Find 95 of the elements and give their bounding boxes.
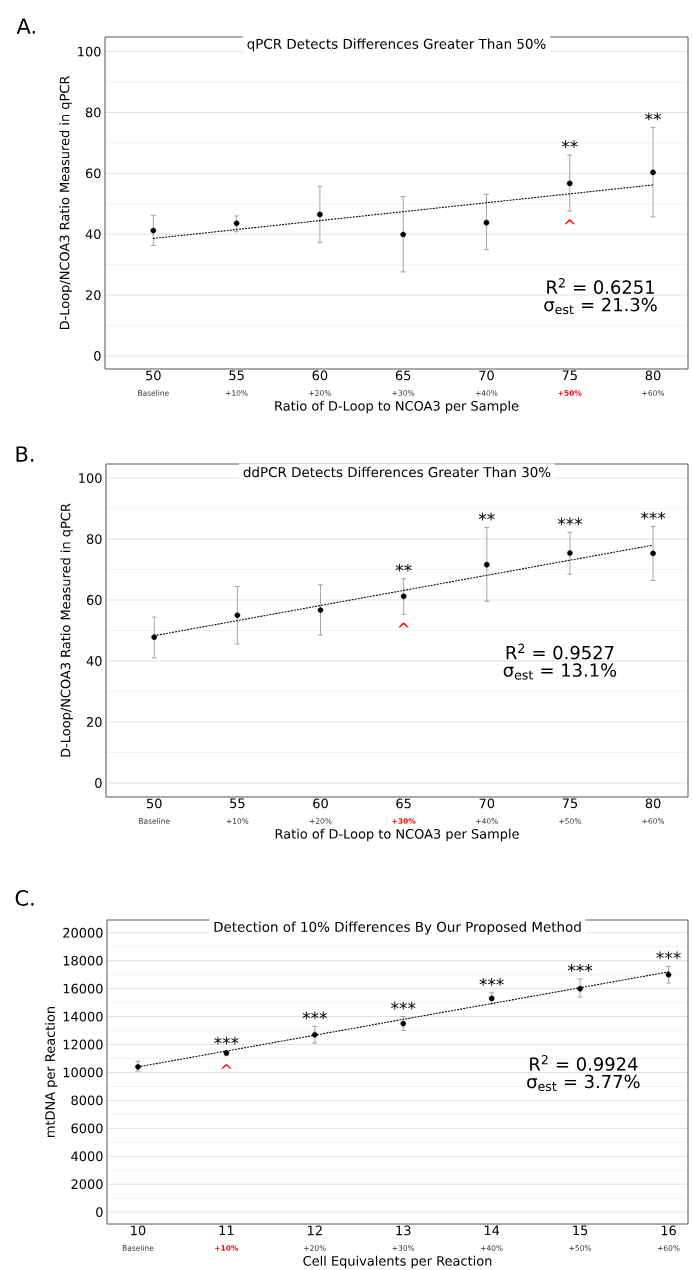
y-tick-label: 40 (85, 229, 101, 240)
x-tick-label: 70 (479, 370, 494, 381)
point (400, 231, 406, 238)
annotation: R$^{2}$ = 0.9527 (506, 643, 614, 660)
chart-title: ddPCR Detects Differences Greater Than 30% (243, 466, 551, 478)
x-tick-label: 75 (562, 798, 578, 809)
y-tick-label: 12000 (63, 1039, 103, 1050)
x-tick-label: 14 (484, 1225, 500, 1235)
chart-title: qPCR Detects Differences Greater Than 50% (247, 38, 546, 52)
x-tick-label: 75 (562, 370, 577, 381)
y-tick-label: 100 (78, 46, 101, 57)
x-axis-title: Ratio of D-Loop to NCOA3 per Sample (275, 828, 519, 842)
point (665, 971, 672, 978)
annotation: ^ (398, 622, 409, 628)
y-tick-label: 6000 (71, 1123, 103, 1134)
point (400, 593, 407, 600)
annotation: ^ (221, 1064, 232, 1069)
x-tick-label: 65 (395, 370, 411, 381)
annotation: *** (567, 964, 593, 972)
annotation: *** (640, 511, 666, 520)
x-axis-title: Cell Equivalents per Reaction (303, 1255, 492, 1269)
point (234, 612, 241, 619)
point (650, 169, 656, 176)
x-tick-label: 13 (396, 1225, 411, 1236)
y-tick-label: 18000 (63, 955, 103, 966)
point (317, 607, 324, 613)
x-tick-label: 55 (230, 798, 245, 809)
x-tick-label: 16 (661, 1225, 676, 1236)
x-tick-label: 11 (219, 1225, 234, 1235)
x-axis-title: Ratio of D-Loop to NCOA3 per Sample (275, 400, 519, 414)
x-tick-label: 12 (308, 1225, 322, 1236)
y-tick-label: 0 (94, 351, 101, 361)
x-tick-label: 15 (573, 1225, 588, 1236)
y-tick-label: 0 (96, 1207, 103, 1218)
annotation: *** (557, 517, 583, 526)
annotation: ** (478, 512, 495, 521)
point (317, 211, 323, 218)
annotation: R$^{2}$ = 0.9924 (530, 1054, 638, 1071)
point (233, 220, 240, 227)
y-tick-label: 40 (86, 656, 102, 666)
y-tick-label: 60 (85, 168, 101, 179)
y-tick-label: 8000 (71, 1095, 103, 1106)
x-tick-label: 65 (396, 798, 411, 809)
y-axis-title: D-Loop/NCOA3 Ratio Measured in qPCR (60, 503, 73, 757)
point (650, 550, 656, 557)
x-tick-label: 60 (313, 798, 328, 809)
y-axis-title: mtDNA per Reaction (44, 1007, 58, 1137)
y-tick-label: 0 (95, 778, 102, 788)
y-tick-label: 20000 (63, 927, 103, 938)
x-tick-label: 70 (479, 798, 495, 809)
annotation: σ$_{est}$ = 21.3% (544, 297, 657, 315)
x-tick-label: 10 (131, 1225, 146, 1236)
point (150, 227, 157, 234)
chart-title: Detection of 10% Differences By Our Proposed Method (214, 921, 581, 935)
point (577, 985, 583, 992)
x-tick-label: 80 (645, 798, 661, 809)
point (312, 1031, 318, 1038)
y-tick-label: 14000 (63, 1011, 103, 1022)
annotation: *** (656, 951, 681, 960)
annotation: ** (395, 563, 412, 572)
x-tick-label: 50 (146, 798, 162, 809)
y-tick-label: 80 (86, 534, 102, 544)
y-tick-label: 20 (86, 717, 102, 727)
text: B. (16, 446, 34, 462)
x-tick-label: 80 (645, 370, 661, 381)
annotation: R$^{2}$ = 0.6251 (547, 278, 654, 294)
annotation: σ$_{est}$ = 3.77% (527, 1074, 640, 1092)
annotation: ** (645, 112, 661, 121)
annotation: *** (479, 978, 504, 986)
point (483, 219, 490, 226)
y-tick-label: 16000 (63, 983, 103, 994)
annotation: ^ (564, 219, 576, 225)
y-tick-label: 80 (85, 107, 101, 118)
text: C. (15, 890, 34, 906)
y-tick-label: 10000 (63, 1067, 103, 1078)
annotation: *** (391, 1001, 416, 1010)
x-tick-label: 55 (229, 370, 244, 381)
point (400, 1020, 407, 1027)
annotation: *** (302, 1011, 328, 1020)
y-tick-label: 60 (86, 595, 102, 605)
y-tick-label: 2000 (71, 1179, 103, 1190)
y-tick-label: 20 (85, 290, 101, 300)
point (566, 180, 573, 187)
x-tick-label: 50 (146, 370, 161, 381)
point (151, 634, 158, 641)
annotation: σ$_{est}$ = 13.1% (503, 663, 617, 680)
y-axis-title: D-Loop/NCOA3 Ratio Measured in qPCR (59, 76, 72, 330)
point (567, 550, 573, 556)
annotation: ** (561, 140, 578, 149)
text: A. (16, 18, 35, 34)
x-tick-label: 60 (312, 370, 328, 381)
y-tick-label: 4000 (71, 1151, 103, 1162)
annotation: *** (214, 1036, 239, 1045)
y-tick-label: 100 (79, 473, 102, 483)
point (484, 561, 490, 568)
